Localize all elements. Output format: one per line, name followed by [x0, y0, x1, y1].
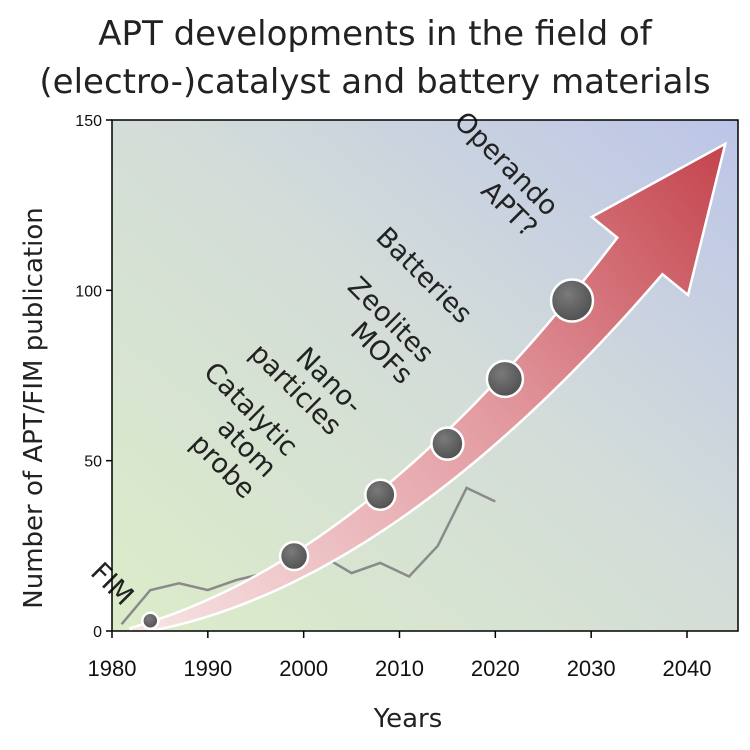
x-tick-label: 2010: [375, 656, 424, 681]
y-tick-label: 0: [93, 624, 102, 641]
y-axis-label: Number of APT/FIM publication: [19, 207, 49, 608]
x-tick-label: 2000: [279, 656, 328, 681]
x-tick-labels: 1980 1990 2000 2010 2020 2030 2040: [88, 656, 712, 681]
x-tick-label: 2040: [663, 656, 712, 681]
y-tick-label: 150: [75, 113, 102, 130]
plot-frame: [111, 119, 739, 632]
x-tick-label: 2030: [567, 656, 616, 681]
y-tick-label: 100: [75, 283, 102, 300]
x-tick-label: 2020: [471, 656, 520, 681]
milestone-dot: [549, 278, 595, 323]
milestone-dots: [141, 278, 595, 631]
milestone-dot: [485, 359, 525, 399]
y-tick-labels: 0 50 100 150: [75, 113, 102, 641]
milestone-dot: [141, 611, 160, 631]
x-tick-label: 1980: [88, 656, 137, 681]
x-tick-label: 1990: [183, 656, 232, 681]
y-tick-label: 50: [84, 454, 102, 471]
milestone-dot: [364, 478, 397, 511]
chart-title-line-1: APT developments in the field of: [98, 14, 652, 54]
milestone-dot: [430, 426, 465, 461]
chart-title-line-2: (electro-)catalyst and battery materials: [39, 62, 711, 102]
milestone-dot: [278, 540, 310, 572]
x-axis-label: Years: [373, 704, 443, 734]
axis-ticks: [106, 119, 688, 638]
